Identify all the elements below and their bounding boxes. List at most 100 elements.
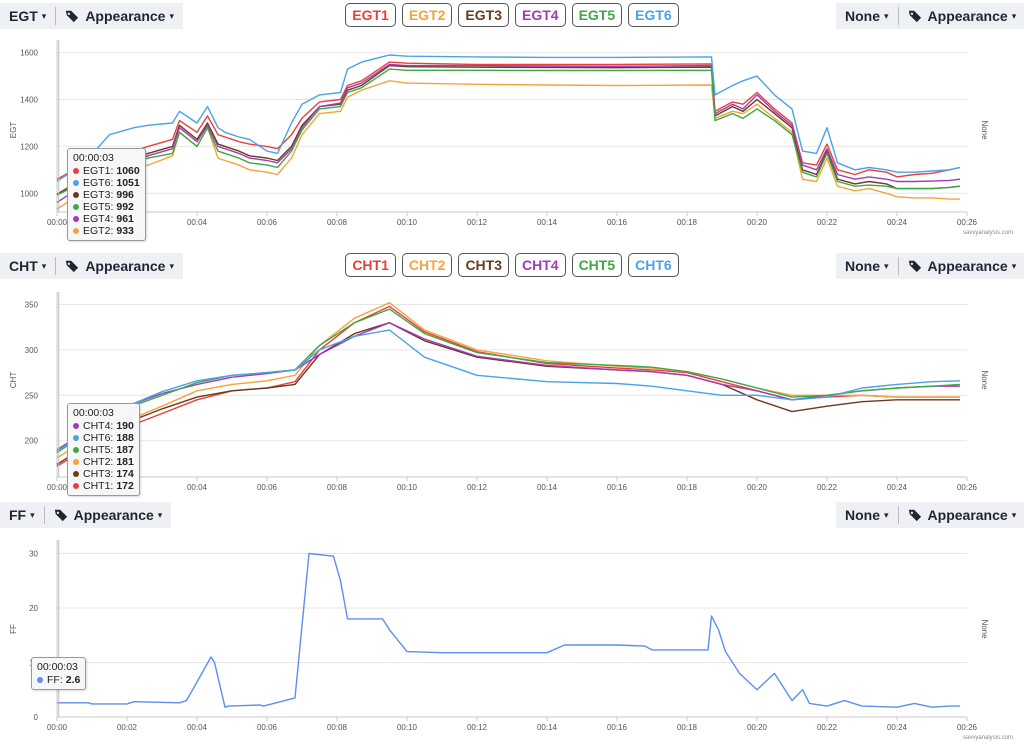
legend-egt6[interactable]: EGT6 xyxy=(628,3,679,27)
cht-series-dropdown[interactable]: CHT ▾ xyxy=(0,253,55,279)
cht-tooltip: 00:00:03 CHT4:190 CHT6:188 CHT5:187 CHT2:18… xyxy=(67,403,140,496)
cht-appearance-button[interactable]: Appearance ▾ xyxy=(56,253,183,279)
egt-tooltip-time: 00:00:03 xyxy=(73,152,114,164)
ff-right-series-dropdown[interactable]: None ▾ xyxy=(836,502,898,528)
egt-right-series-dropdown[interactable]: None ▾ xyxy=(836,3,898,29)
chevron-down-icon: ▾ xyxy=(884,509,889,520)
tooltip-series-name: CHT3 xyxy=(83,468,111,480)
x-tick-label: 00:08 xyxy=(327,723,348,732)
y-axis-label: CHT xyxy=(9,372,18,389)
ff-appearance-button[interactable]: Appearance ▾ xyxy=(45,502,172,528)
series-dot xyxy=(73,471,79,477)
divider xyxy=(43,506,45,524)
ff-chart[interactable]: 010203000:0000:0200:0400:0600:0800:1000:… xyxy=(0,499,1024,746)
legend-cht3[interactable]: CHT3 xyxy=(458,253,509,277)
cht-legend: CHT1 CHT2 CHT3 CHT4 CHT5 CHT6 xyxy=(0,253,1024,277)
right-axis-label: None xyxy=(980,370,989,390)
x-tick-label: 00:16 xyxy=(607,218,628,227)
series-line-cht5[interactable] xyxy=(56,308,961,454)
cht-chart[interactable]: 20025030035000:0000:0200:0400:0600:0800:… xyxy=(0,250,1024,495)
series-line-egt4[interactable] xyxy=(56,63,961,203)
ff-right-appearance-button[interactable]: Appearance ▾ xyxy=(899,502,1024,528)
tooltip-row: CHT4:190 xyxy=(73,420,134,432)
cht-right-series-label: None xyxy=(845,258,880,274)
series-line-cht6[interactable] xyxy=(56,329,961,453)
x-tick-label: 00:26 xyxy=(957,483,978,492)
legend-cht5[interactable]: CHT5 xyxy=(571,253,623,277)
series-line-egt6[interactable] xyxy=(56,54,961,182)
y-tick-label: 1600 xyxy=(20,49,38,58)
x-tick-label: 00:26 xyxy=(957,723,978,732)
tooltip-series-value: 1051 xyxy=(116,177,140,189)
egt-series-dropdown[interactable]: EGT ▾ xyxy=(0,3,55,29)
ff-appearance-label: Appearance xyxy=(73,507,154,523)
series-line-egt1[interactable] xyxy=(56,61,961,180)
x-tick-label: 00:10 xyxy=(397,218,418,227)
divider xyxy=(897,257,899,275)
x-tick-label: 00:22 xyxy=(817,723,838,732)
x-tick-label: 00:24 xyxy=(887,218,908,227)
legend-egt5[interactable]: EGT5 xyxy=(571,3,623,27)
legend-cht6[interactable]: CHT6 xyxy=(628,253,679,277)
x-tick-label: 00:18 xyxy=(677,483,698,492)
tooltip-series-value: 174 xyxy=(116,468,134,480)
ff-series-dropdown[interactable]: FF ▾ xyxy=(0,502,44,528)
tooltip-series-name: EGT4 xyxy=(83,213,111,225)
tooltip-series-value: 188 xyxy=(116,432,134,444)
y-tick-label: 350 xyxy=(25,301,39,310)
series-line-egt5[interactable] xyxy=(56,68,961,196)
legend-egt1[interactable]: EGT1 xyxy=(345,3,396,27)
tooltip-row: EGT2:933 xyxy=(73,225,140,237)
legend-egt2[interactable]: EGT2 xyxy=(401,3,453,27)
x-tick-label: 00:18 xyxy=(677,723,698,732)
credit-text: savvyanalysis.com xyxy=(963,230,1013,236)
tooltip-row: EGT4:961 xyxy=(73,213,140,225)
series-line-cht4[interactable] xyxy=(56,321,960,451)
series-line-cht3[interactable] xyxy=(56,321,960,465)
x-tick-label: 00:02 xyxy=(117,723,138,732)
x-tick-label: 00:10 xyxy=(397,723,418,732)
chevron-down-icon: ▾ xyxy=(169,10,174,21)
legend-cht2[interactable]: CHT2 xyxy=(401,253,453,277)
right-axis-label: None xyxy=(980,120,989,140)
x-tick-label: 00:04 xyxy=(187,483,208,492)
cht-right-appearance-button[interactable]: Appearance ▾ xyxy=(899,253,1024,279)
tooltip-row: EGT5:992 xyxy=(73,201,140,213)
cht-right-controls: None ▾ Appearance ▾ xyxy=(836,253,1024,279)
x-tick-label: 00:20 xyxy=(747,483,768,492)
legend-cht1[interactable]: CHT1 xyxy=(345,253,396,277)
ff-tooltip-time: 00:00:03 xyxy=(37,661,78,673)
egt-right-appearance-button[interactable]: Appearance ▾ xyxy=(899,3,1024,29)
tooltip-series-value: 961 xyxy=(116,213,134,225)
tooltip-series-value: 2.6 xyxy=(65,674,81,686)
tooltip-row: EGT1:1060 xyxy=(73,165,140,177)
egt-series-label: EGT xyxy=(9,8,38,24)
egt-chart[interactable]: 100012001400160000:0000:0200:0400:0600:0… xyxy=(0,0,1024,245)
series-dot xyxy=(73,228,79,234)
x-tick-label: 00:12 xyxy=(467,218,488,227)
egt-appearance-button[interactable]: Appearance ▾ xyxy=(56,3,183,29)
x-tick-label: 00:16 xyxy=(607,723,628,732)
x-tick-label: 00:12 xyxy=(467,483,488,492)
cht-tooltip-time: 00:00:03 xyxy=(73,407,114,419)
series-dot xyxy=(73,168,79,174)
tooltip-series-name: CHT6 xyxy=(83,432,111,444)
series-line-egt3[interactable] xyxy=(56,64,961,195)
cht-right-series-dropdown[interactable]: None ▾ xyxy=(836,253,898,279)
x-tick-label: 00:24 xyxy=(887,723,908,732)
series-line-ff[interactable] xyxy=(57,552,960,708)
x-tick-label: 00:08 xyxy=(327,483,348,492)
legend-cht4[interactable]: CHT4 xyxy=(515,253,566,277)
y-tick-label: 1200 xyxy=(20,142,38,151)
x-tick-label: 00:08 xyxy=(327,218,348,227)
tooltip-row: CHT3:174 xyxy=(73,468,134,480)
y-tick-label: 0 xyxy=(34,713,39,722)
legend-egt3[interactable]: EGT3 xyxy=(458,3,509,27)
x-tick-label: 00:04 xyxy=(187,218,208,227)
legend-egt4[interactable]: EGT4 xyxy=(515,3,566,27)
series-dot xyxy=(73,483,79,489)
series-dot xyxy=(73,180,79,186)
chevron-down-icon: ▾ xyxy=(169,260,174,271)
series-line-cht2[interactable] xyxy=(56,302,960,459)
egt-panel: EGT ▾ Appearance ▾ EGT1 EGT2 EGT3 EGT4 EGT… xyxy=(0,0,1024,245)
